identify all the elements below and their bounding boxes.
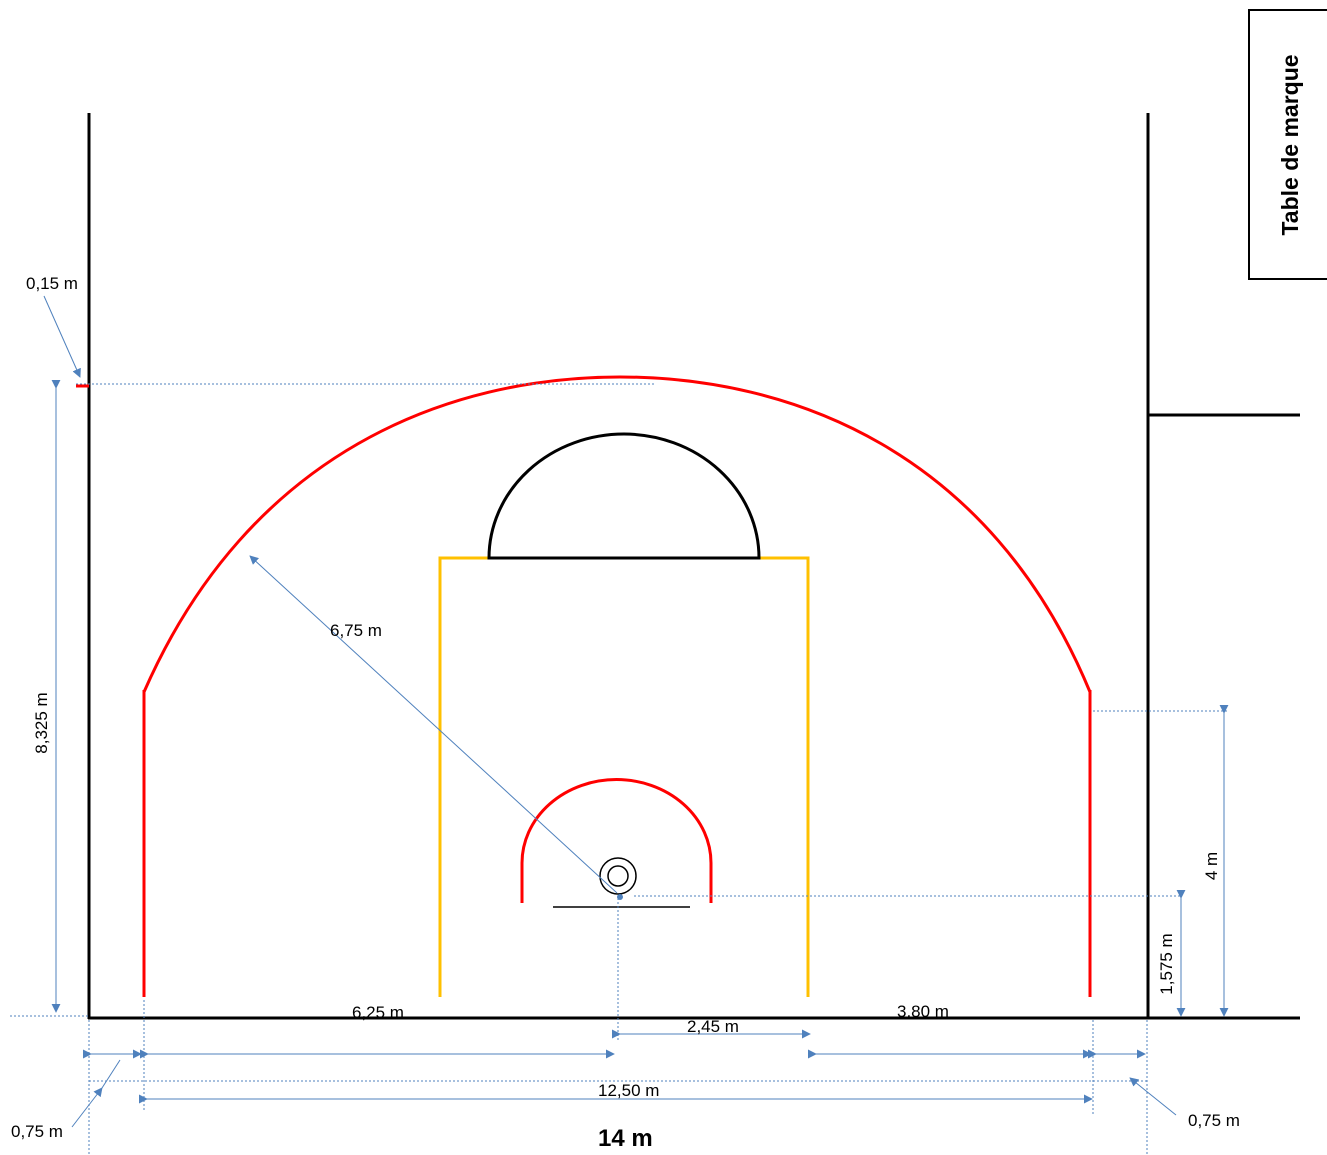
label-court-width: 14 m [598, 1125, 653, 1152]
leader-corner-left-2 [101, 1059, 121, 1089]
scoring-table-box [1248, 9, 1327, 280]
label-1-575: 1,575 m [1157, 933, 1176, 994]
arrow-6-75 [249, 555, 618, 894]
basket-ring-inner [607, 865, 629, 887]
leader-0-15 [43, 295, 81, 378]
scoring-table-label: Table de marque [1277, 54, 1303, 235]
restricted-lane [438, 556, 810, 997]
label-3-80: 3,80 m [897, 1002, 949, 1021]
three-point-arc [142, 375, 1092, 693]
label-corner-right: 0,75 m [1188, 1111, 1240, 1130]
no-charge-semicircle [520, 778, 713, 903]
leader-corner-left [71, 1087, 103, 1128]
free-throw-semicircle [487, 432, 761, 560]
label-8-325: 8,325 m [32, 692, 51, 753]
label-6-25: 6,25 m [352, 1003, 404, 1022]
label-4m: 4 m [1202, 852, 1221, 880]
label-0-15: 0,15 m [26, 274, 78, 293]
label-12-50: 12,50 m [598, 1081, 659, 1100]
label-2-45: 2,45 m [687, 1017, 739, 1036]
leader-corner-right [1129, 1077, 1177, 1116]
label-6-75: 6,75 m [330, 621, 382, 640]
label-corner-left: 0,75 m [11, 1122, 63, 1141]
